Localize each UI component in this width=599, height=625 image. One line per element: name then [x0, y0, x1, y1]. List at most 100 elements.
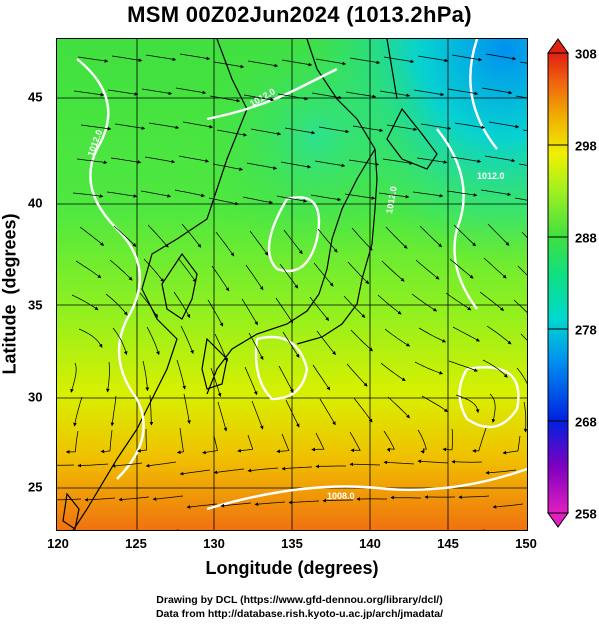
y-axis-label: Latitude (degrees)	[0, 213, 20, 375]
colorbar	[547, 38, 569, 528]
isobar-label: 1012.0	[384, 185, 399, 214]
wind-streamline	[145, 54, 177, 62]
wind-streamline	[418, 327, 447, 343]
colorbar-tick-label: 308	[575, 46, 597, 62]
wind-streamline	[312, 364, 331, 391]
y-tick-label: 35	[28, 297, 43, 313]
wind-streamline	[523, 401, 527, 433]
wind-streamline	[217, 401, 228, 432]
wind-streamline	[502, 435, 521, 455]
wind-streamline	[416, 157, 448, 164]
wind-streamline	[442, 428, 453, 452]
wind-streamline	[284, 127, 316, 135]
wind-streamline	[248, 332, 264, 361]
wind-streamline	[352, 125, 384, 133]
wind-streamline	[386, 124, 418, 132]
wind-streamline	[318, 126, 350, 134]
wind-streamline	[100, 429, 113, 454]
wind-streamline	[275, 297, 294, 324]
wind-streamline	[209, 95, 241, 103]
y-tick-label: 30	[28, 389, 43, 405]
wind-streamline	[144, 156, 176, 164]
colorbar-tick-label: 278	[575, 322, 597, 338]
wind-streamline	[70, 362, 77, 393]
wind-streamline	[419, 225, 443, 248]
credits-drawing: Drawing by DCL (https://www.gfd-dennou.o…	[156, 594, 443, 606]
wind-streamline	[246, 162, 278, 170]
wind-streamline	[451, 459, 483, 464]
wind-streamline	[521, 231, 527, 238]
wind-streamline	[141, 88, 173, 96]
wind-streamline	[417, 459, 449, 464]
map-title: MSM 00Z02Jun2024 (1013.2hPa)	[127, 2, 472, 27]
isobar-line	[267, 196, 321, 273]
wind-streamline	[309, 296, 330, 321]
japan-west-coast	[206, 148, 376, 395]
wind-streamline	[384, 328, 411, 347]
wind-streamline	[145, 461, 177, 468]
wind-streamline	[285, 399, 300, 428]
cool-sea-region	[57, 39, 527, 530]
wind-streamline	[173, 291, 191, 319]
wind-streamline	[215, 231, 235, 257]
wind-streamline	[488, 121, 520, 129]
colorbar-tick-label: 268	[575, 414, 597, 430]
wind-streamline	[247, 60, 279, 68]
wind-streamline	[177, 257, 197, 283]
wind-streamline	[387, 396, 410, 419]
wind-streamline	[448, 360, 478, 372]
wind-streamline	[315, 58, 347, 66]
wind-streamline	[112, 327, 128, 356]
wind-streamline	[492, 503, 524, 509]
wind-streamline	[515, 95, 527, 99]
wind-streamline	[175, 529, 179, 530]
wind-streamline	[111, 462, 143, 468]
wind-streamline	[519, 61, 527, 64]
wind-streamline	[344, 193, 376, 200]
wind-streamline	[414, 361, 444, 375]
sakhalin-coast	[386, 39, 398, 100]
wind-streamline	[76, 158, 108, 165]
wind-streamline	[65, 430, 79, 454]
wind-streamline	[280, 161, 312, 169]
wind-streamline	[481, 87, 513, 95]
wind-streamline	[245, 264, 264, 291]
wind-streamline	[353, 397, 373, 423]
wind-streamline	[349, 431, 361, 453]
wind-streamline	[417, 55, 449, 63]
wind-streamline	[148, 122, 180, 130]
wind-streamline	[243, 94, 275, 102]
wind-streamline	[382, 158, 414, 165]
wind-streamline	[351, 227, 373, 251]
wind-streamline	[84, 497, 116, 502]
x-tick-label: 145	[437, 536, 459, 551]
map-canvas: 1012.0 1012.0 1012.0 1012.0 1008.0	[57, 39, 527, 530]
wind-streamline	[75, 260, 102, 279]
wind-streamline	[140, 190, 172, 198]
isobar-label: 1008.0	[327, 491, 355, 501]
wind-streamline	[411, 293, 438, 312]
wind-streamline	[319, 398, 336, 426]
hokkaido-coast	[386, 107, 438, 170]
siberia-coast	[306, 39, 376, 150]
wind-streamline	[378, 192, 410, 199]
colorbar-tick-label: 298	[575, 138, 597, 154]
wind-streamline	[73, 90, 105, 97]
wind-streamline	[114, 123, 146, 130]
wind-streamline	[242, 196, 274, 205]
wind-streamline	[178, 155, 210, 163]
wind-streamline	[277, 93, 309, 101]
wind-streamline	[450, 156, 482, 164]
wind-streamline	[449, 258, 474, 279]
wind-streamline	[311, 92, 343, 100]
wind-streamline	[379, 90, 411, 98]
isobar-line	[206, 67, 338, 121]
wind-streamline	[482, 359, 508, 378]
wind-streamline	[480, 189, 512, 197]
wind-streamline	[220, 502, 252, 508]
wind-streamline	[454, 122, 486, 130]
taiwan-coast	[62, 492, 80, 530]
wind-streamline	[149, 394, 154, 426]
wind-streamline	[288, 500, 320, 505]
wind-streamline	[77, 56, 109, 63]
